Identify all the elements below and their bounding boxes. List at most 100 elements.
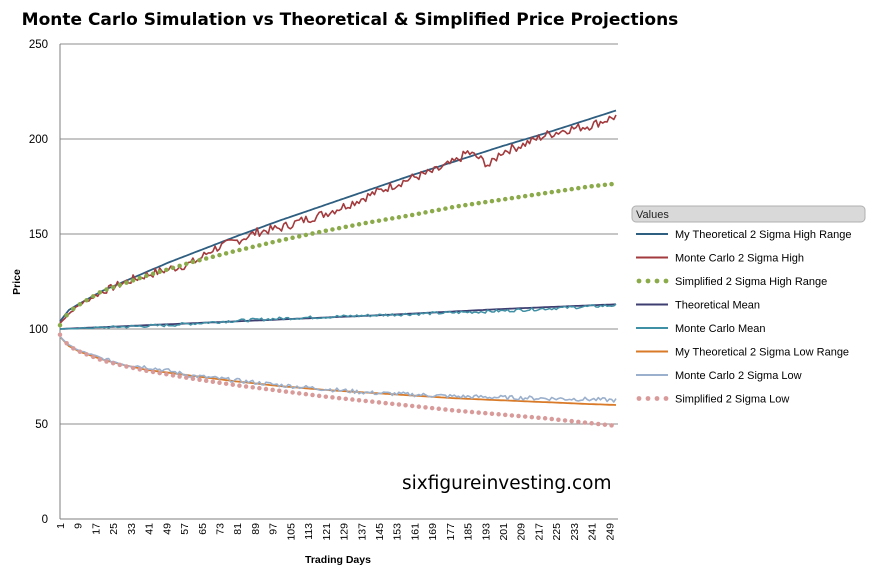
data-point <box>157 269 162 275</box>
data-point <box>124 364 129 369</box>
data-point <box>170 373 176 378</box>
data-point <box>263 386 269 392</box>
data-point <box>323 228 329 233</box>
data-point <box>409 212 415 218</box>
legend-swatch <box>645 396 651 401</box>
data-point <box>177 374 182 379</box>
data-point <box>449 205 455 210</box>
x-tick-label: 193 <box>480 523 492 541</box>
watermark-text: sixfigureinvesting.com <box>402 473 612 494</box>
data-point <box>283 236 289 242</box>
data-point <box>203 256 209 261</box>
data-point <box>596 183 601 188</box>
data-point <box>509 195 515 201</box>
legend-swatch <box>636 396 642 401</box>
data-point <box>97 357 103 362</box>
data-point <box>217 380 222 385</box>
data-point <box>210 254 216 260</box>
chart-title: Monte Carlo Simulation vs Theoretical & … <box>22 10 679 30</box>
data-point <box>456 408 461 414</box>
data-point <box>589 184 594 189</box>
data-point <box>203 378 209 383</box>
x-tick-label: 209 <box>516 523 528 541</box>
data-point <box>416 404 422 409</box>
data-point <box>243 384 249 389</box>
y-tick-label: 150 <box>29 229 48 241</box>
x-tick-label: 49 <box>161 523 173 535</box>
x-tick-label: 105 <box>285 523 297 541</box>
data-point <box>536 415 541 420</box>
x-tick-label: 97 <box>268 523 280 535</box>
y-tick-label: 50 <box>35 419 48 431</box>
data-point <box>90 354 96 360</box>
data-point <box>316 229 322 235</box>
data-point <box>296 234 302 239</box>
legend-swatch <box>654 278 660 284</box>
data-point <box>443 407 448 412</box>
data-point <box>237 383 242 388</box>
y-tick-label: 200 <box>29 134 48 146</box>
data-point <box>64 312 69 318</box>
legend: Values My Theoretical 2 Sigma High Range… <box>631 205 866 406</box>
data-point <box>330 395 335 400</box>
x-tick-label: 153 <box>392 523 404 541</box>
legend-label: Simplified 2 Sigma Low <box>675 394 789 406</box>
data-point <box>316 393 322 399</box>
data-point <box>390 216 395 221</box>
data-point <box>150 271 156 277</box>
data-point <box>250 385 255 390</box>
x-tick-label: 249 <box>604 523 616 541</box>
series-lines <box>57 109 617 428</box>
x-tick-label: 145 <box>374 523 386 541</box>
data-point <box>463 202 468 208</box>
series-simplified-2-sigma-high-range <box>57 181 614 328</box>
data-point <box>363 398 368 404</box>
data-point <box>596 421 601 427</box>
x-tick-label: 65 <box>197 523 209 535</box>
data-point <box>250 244 255 250</box>
data-point <box>150 369 156 375</box>
data-point <box>223 251 229 256</box>
data-point <box>476 410 481 415</box>
x-tick-label: 201 <box>498 523 510 541</box>
data-point <box>416 211 422 216</box>
data-point <box>184 375 189 380</box>
data-point <box>164 371 169 377</box>
data-point <box>124 280 129 285</box>
x-tick-label: 17 <box>90 523 102 535</box>
data-point <box>363 220 368 226</box>
legend-items: My Theoretical 2 Sigma High Range Monte C… <box>636 229 852 406</box>
data-point <box>602 182 608 188</box>
legend-swatch <box>654 396 660 401</box>
data-point <box>403 402 408 408</box>
legend-label: Theoretical Mean <box>675 300 760 312</box>
x-tick-label: 1 <box>55 523 67 529</box>
data-point <box>556 417 561 422</box>
data-point <box>323 394 329 399</box>
y-tick-labels: 0 50 100 150 200 250 <box>29 39 48 526</box>
data-point <box>436 207 442 213</box>
x-tick-label: 129 <box>339 523 351 541</box>
data-point <box>336 225 342 231</box>
data-point <box>522 193 528 199</box>
data-point <box>409 403 415 409</box>
x-tick-label: 57 <box>179 523 191 535</box>
y-tick-label: 0 <box>42 514 48 526</box>
y-tick-label: 250 <box>29 39 48 51</box>
data-point <box>483 410 488 416</box>
x-tick-label: 217 <box>533 523 545 541</box>
data-point <box>71 306 76 312</box>
data-point <box>576 185 581 191</box>
data-point <box>463 409 468 414</box>
x-tick-label: 25 <box>108 523 120 535</box>
data-point <box>130 365 136 371</box>
data-point <box>57 322 63 328</box>
data-point <box>396 215 402 220</box>
data-point <box>609 181 614 187</box>
data-point <box>190 259 196 265</box>
data-point <box>197 257 202 263</box>
data-point <box>343 396 349 402</box>
data-point <box>542 416 548 421</box>
legend-item: My Theoretical 2 Sigma High Range <box>636 229 852 241</box>
